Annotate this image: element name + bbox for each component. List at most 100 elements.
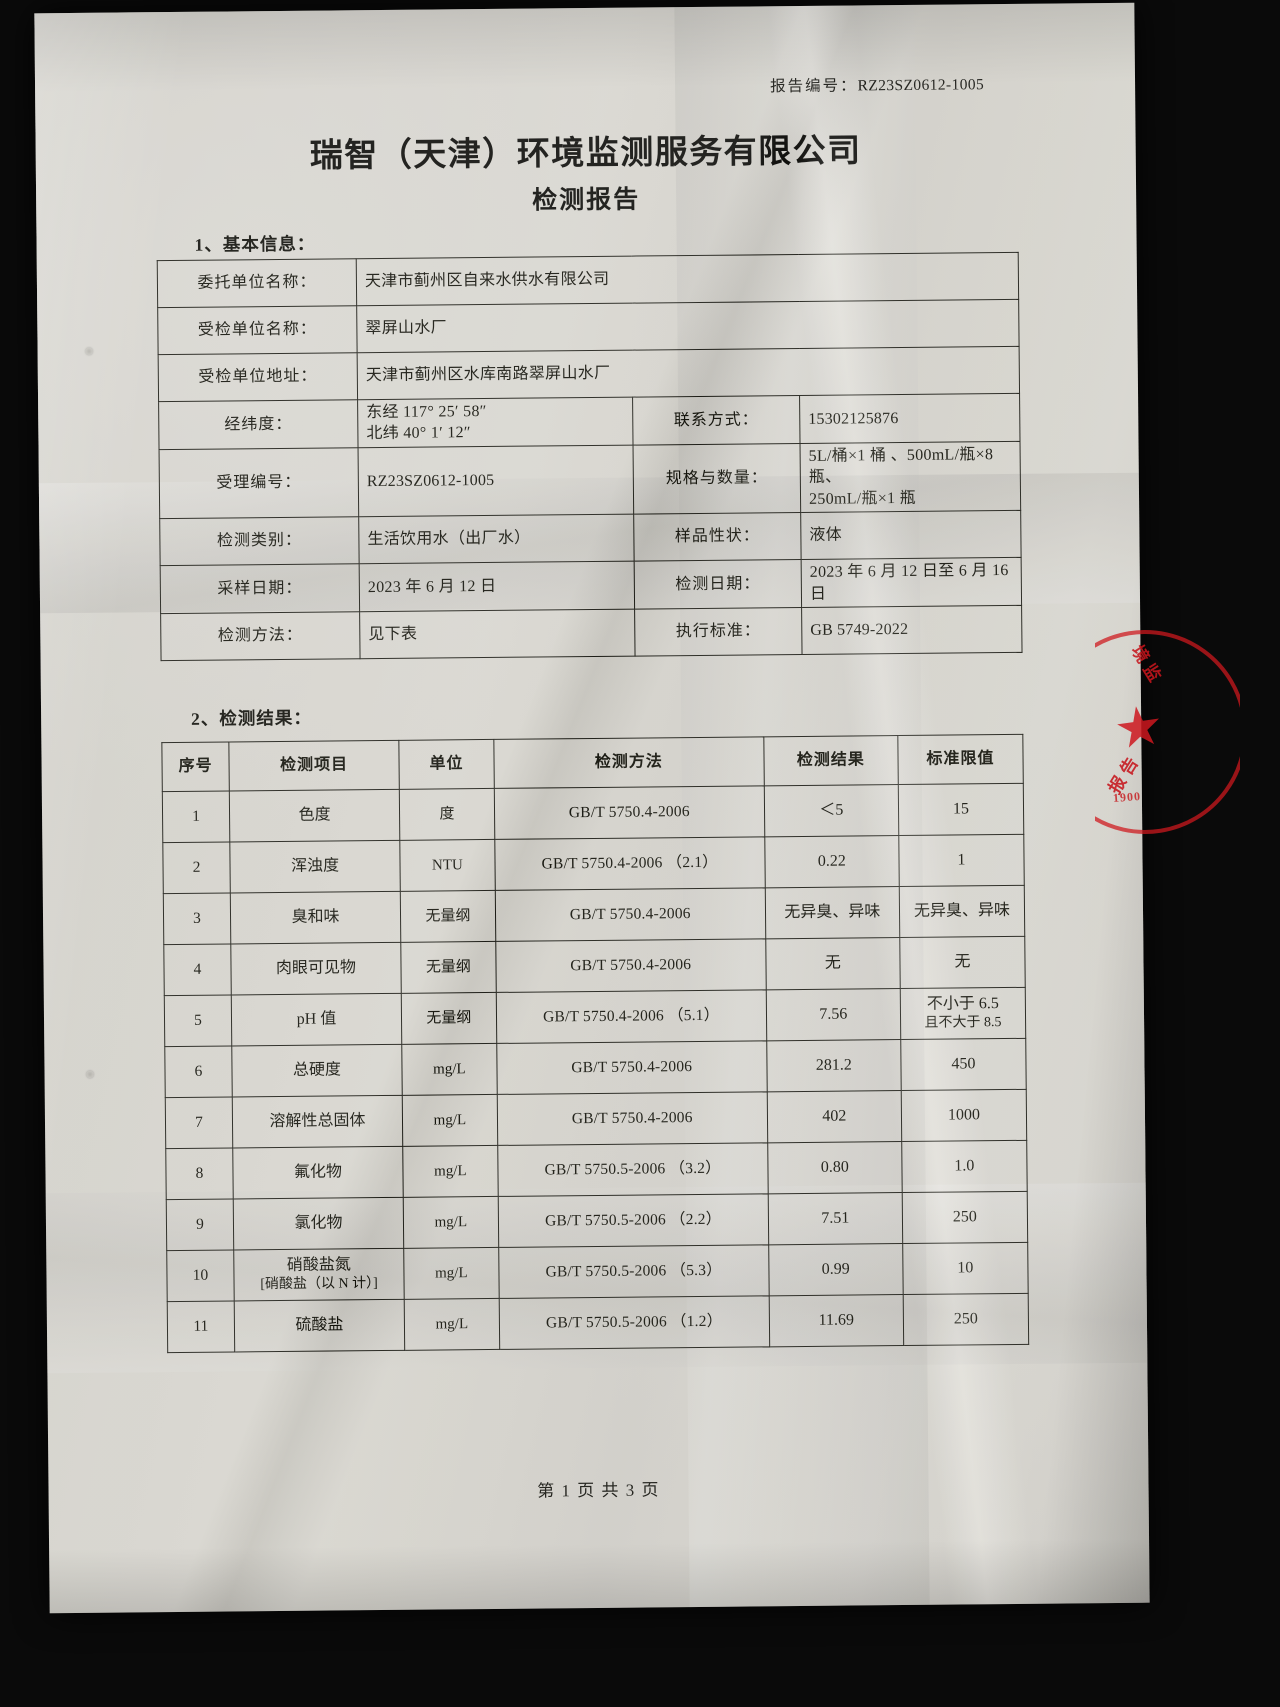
cell-unit: 无量纲: [401, 992, 497, 1045]
basic-info-table: 委托单位名称： 天津市蓟州区自来水供水有限公司 受检单位名称： 翠屏山水厂 受检…: [157, 252, 1023, 661]
cell-limit: 15: [898, 783, 1024, 836]
report-number: 报告编号：RZ23SZ0612-1005: [770, 72, 984, 96]
results-header-row: 序号 检测项目 单位 检测方法 检测结果 标准限值: [161, 734, 1024, 792]
cell-item: 浑浊度: [229, 840, 401, 893]
coordinates-value: 东经 117° 25′ 58″ 北纬 40° 1′ 12″: [357, 397, 634, 448]
spec-quantity-label: 规格与数量：: [633, 443, 801, 515]
test-category-label: 检测类别：: [159, 516, 360, 566]
cell-item: 氟化物: [232, 1146, 404, 1199]
cell-limit-line-2: 且不大于 8.5: [924, 1015, 1002, 1032]
table-row: 检测方法： 见下表 执行标准： GB 5749-2022: [160, 605, 1023, 661]
report-number-value: RZ23SZ0612-1005: [857, 76, 985, 95]
testing-date-value: 2023 年 6 月 12 日至 6 月 16 日: [801, 557, 1022, 608]
table-row: 受理编号： RZ23SZ0612-1005 规格与数量： 5L/桶×1 桶 、5…: [159, 441, 1021, 519]
cell-result: 0.22: [764, 835, 900, 888]
cell-result: 11.69: [768, 1294, 904, 1347]
cell-item: 色度: [229, 789, 400, 842]
cell-unit: mg/L: [403, 1196, 499, 1249]
inspected-name-label: 受检单位名称：: [157, 305, 358, 355]
cell-limit: 1000: [901, 1089, 1027, 1142]
results-body: 1 色度度 GB/T 5750.4-2006 ＜5 15 2 浑浊度 NTU GB/T 5750…: [162, 783, 1029, 1353]
report-number-label: 报告编号：: [770, 77, 858, 96]
company-title: 瑞智（天津）环境监测服务有限公司: [309, 133, 862, 175]
test-method-label: 检测方法：: [160, 611, 361, 661]
cell-index: 10: [166, 1249, 235, 1302]
table-row: 3 臭和味 无量纲 GB/T 5750.4-2006 无异臭、异味 无异臭、异味: [163, 885, 1025, 945]
standard-label: 执行标准：: [634, 607, 803, 657]
cell-index: 6: [164, 1045, 233, 1098]
paper-sheet: 报告编号：RZ23SZ0612-1005 瑞智（天津）环境监测服务有限公司 检测…: [34, 2, 1150, 1614]
sampling-date-value: 2023 年 6 月 12 日: [359, 561, 635, 612]
cell-index: 7: [165, 1096, 233, 1149]
table-row: 11 硫酸盐 mg/L GB/T 5750.5-2006 （1.2） 11.69 250: [167, 1293, 1029, 1353]
acceptance-number-value: RZ23SZ0612-1005: [358, 444, 634, 517]
cell-limit: 无: [899, 936, 1026, 989]
cell-unit: 无量纲: [400, 890, 496, 943]
cell-item: 硫酸盐: [234, 1299, 405, 1352]
col-header-result: 检测结果: [763, 735, 899, 786]
cell-method: GB/T 5750.4-2006: [495, 938, 767, 993]
cell-result: 281.2: [766, 1039, 902, 1092]
cell-method: GB/T 5750.5-2006 （5.3）: [498, 1244, 769, 1299]
standard-value: GB 5749-2022: [801, 605, 1023, 655]
col-header-method: 检测方法: [493, 736, 765, 789]
cell-limit: 250: [903, 1293, 1029, 1346]
cell-method: GB/T 5750.4-2006: [496, 1040, 767, 1095]
test-category-value: 生活饮用水（出厂水）: [358, 514, 635, 564]
section-heading-basic-info: 1、基本信息：: [194, 233, 316, 255]
client-name-value: 天津市蓟州区自来水供水有限公司: [356, 252, 1019, 306]
cell-result: 7.51: [767, 1192, 903, 1245]
cell-unit: mg/L: [402, 1145, 498, 1198]
cell-result: 无: [765, 937, 901, 990]
table-row: 检测类别： 生活饮用水（出厂水） 样品性状： 液体: [159, 510, 1022, 566]
cell-item: 肉眼可见物: [230, 942, 402, 995]
acceptance-number-label: 受理编号：: [159, 447, 359, 519]
cell-unit: mg/L: [403, 1247, 499, 1300]
sampling-date-label: 采样日期：: [160, 563, 360, 614]
cell-method: GB/T 5750.4-2006: [494, 785, 765, 840]
cell-index: 8: [165, 1147, 234, 1200]
cell-index: 5: [164, 994, 232, 1047]
col-header-item: 检测项目: [228, 740, 400, 791]
cell-limit: 1.0: [901, 1140, 1028, 1193]
cell-unit: mg/L: [404, 1298, 500, 1351]
cell-result: 7.56: [766, 988, 901, 1041]
cell-item: 溶解性总固体: [232, 1095, 403, 1148]
cell-limit: 10: [902, 1242, 1029, 1295]
table-row: 受检单位名称： 翠屏山水厂: [157, 299, 1020, 355]
cell-result: 无异臭、异味: [765, 886, 900, 939]
col-header-index: 序号: [161, 741, 230, 792]
table-row: 2 浑浊度 NTU GB/T 5750.4-2006 （2.1） 0.22 1: [162, 834, 1025, 894]
cell-result: 0.80: [767, 1141, 903, 1194]
cell-index: 11: [167, 1300, 235, 1353]
table-row: 1 色度度 GB/T 5750.4-2006 ＜5 15: [162, 783, 1024, 843]
table-row: 受检单位地址： 天津市蓟州区水库南路翠屏山水厂: [158, 346, 1020, 402]
cell-item-line-2: [硝酸盐（以 N 计）]: [260, 1276, 378, 1293]
table-row: 7 溶解性总固体 mg/L GB/T 5750.4-2006 402 1000: [165, 1089, 1027, 1149]
cell-method: GB/T 5750.4-2006 （2.1）: [494, 836, 766, 891]
cell-item-line-1: 硝酸盐氮: [286, 1256, 351, 1275]
spec-quantity-value: 5L/桶×1 桶 、500mL/瓶×8 瓶、 250mL/瓶×1 瓶: [800, 441, 1021, 513]
table-row: 8 氟化物 mg/L GB/T 5750.5-2006 （3.2） 0.80 1.0: [165, 1140, 1028, 1200]
cell-method: GB/T 5750.4-2006: [495, 887, 766, 942]
table-row: 委托单位名称： 天津市蓟州区自来水供水有限公司: [157, 252, 1019, 308]
client-name-label: 委托单位名称：: [157, 258, 357, 308]
cell-unit: mg/L: [401, 1043, 497, 1096]
cell-item: 氯化物: [233, 1197, 404, 1250]
cell-index: 2: [162, 841, 231, 894]
table-row: 10 硝酸盐氮 [硝酸盐（以 N 计）] mg/L GB/T 5750.5-2006 （…: [166, 1242, 1029, 1302]
page-content: 报告编号：RZ23SZ0612-1005 瑞智（天津）环境监测服务有限公司 检测…: [34, 3, 1149, 1613]
table-row: 4 肉眼可见物 无量纲 GB/T 5750.4-2006 无无: [163, 936, 1026, 996]
spec-line-1: 5L/桶×1 桶 、500mL/瓶×8 瓶、: [808, 446, 994, 487]
cell-limit-line-1: 不小于 6.5: [926, 995, 999, 1014]
section-heading-results: 2、检测结果：: [191, 707, 312, 729]
document-title: 检测报告: [532, 186, 641, 215]
cell-limit: 无异臭、异味: [899, 885, 1025, 938]
cell-item: pH 值: [231, 993, 402, 1046]
table-row: 9 氯化物 mg/L GB/T 5750.5-2006 （2.2） 7.51 250: [166, 1191, 1028, 1251]
cell-unit: 无量纲: [400, 941, 497, 994]
cell-result: ＜5: [764, 784, 899, 837]
cell-method: GB/T 5750.4-2006: [496, 1091, 768, 1146]
table-row: 采样日期： 2023 年 6 月 12 日 检测日期： 2023 年 6 月 1…: [160, 557, 1022, 614]
